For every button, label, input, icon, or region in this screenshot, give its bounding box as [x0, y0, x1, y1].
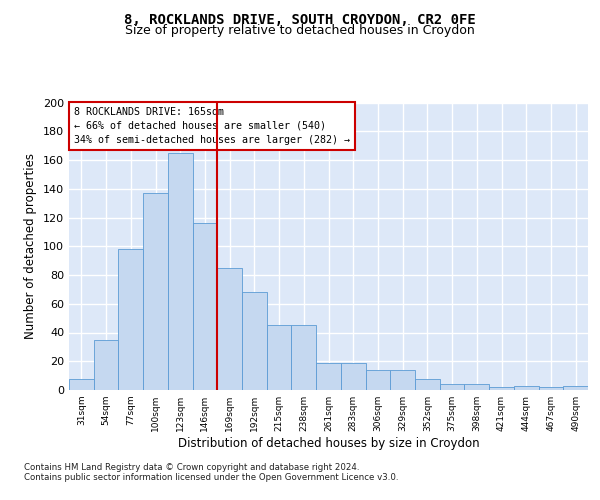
- Bar: [464, 384, 489, 390]
- Text: Size of property relative to detached houses in Croydon: Size of property relative to detached ho…: [125, 24, 475, 37]
- Text: 8 ROCKLANDS DRIVE: 165sqm
← 66% of detached houses are smaller (540)
34% of semi: 8 ROCKLANDS DRIVE: 165sqm ← 66% of detac…: [74, 107, 350, 145]
- Text: Contains public sector information licensed under the Open Government Licence v3: Contains public sector information licen…: [24, 472, 398, 482]
- Bar: [292, 326, 316, 390]
- Bar: [118, 249, 143, 390]
- Bar: [193, 223, 217, 390]
- Bar: [440, 384, 464, 390]
- Bar: [341, 362, 365, 390]
- Bar: [94, 340, 118, 390]
- Bar: [365, 370, 390, 390]
- Bar: [168, 153, 193, 390]
- Bar: [390, 370, 415, 390]
- Bar: [539, 387, 563, 390]
- Bar: [69, 378, 94, 390]
- Text: 8, ROCKLANDS DRIVE, SOUTH CROYDON, CR2 0FE: 8, ROCKLANDS DRIVE, SOUTH CROYDON, CR2 0…: [124, 12, 476, 26]
- Bar: [217, 268, 242, 390]
- Bar: [242, 292, 267, 390]
- Text: Contains HM Land Registry data © Crown copyright and database right 2024.: Contains HM Land Registry data © Crown c…: [24, 462, 359, 471]
- Bar: [415, 378, 440, 390]
- Y-axis label: Number of detached properties: Number of detached properties: [25, 153, 37, 340]
- Text: Distribution of detached houses by size in Croydon: Distribution of detached houses by size …: [178, 438, 479, 450]
- Bar: [489, 387, 514, 390]
- Bar: [563, 386, 588, 390]
- Bar: [267, 326, 292, 390]
- Bar: [316, 362, 341, 390]
- Bar: [514, 386, 539, 390]
- Bar: [143, 193, 168, 390]
